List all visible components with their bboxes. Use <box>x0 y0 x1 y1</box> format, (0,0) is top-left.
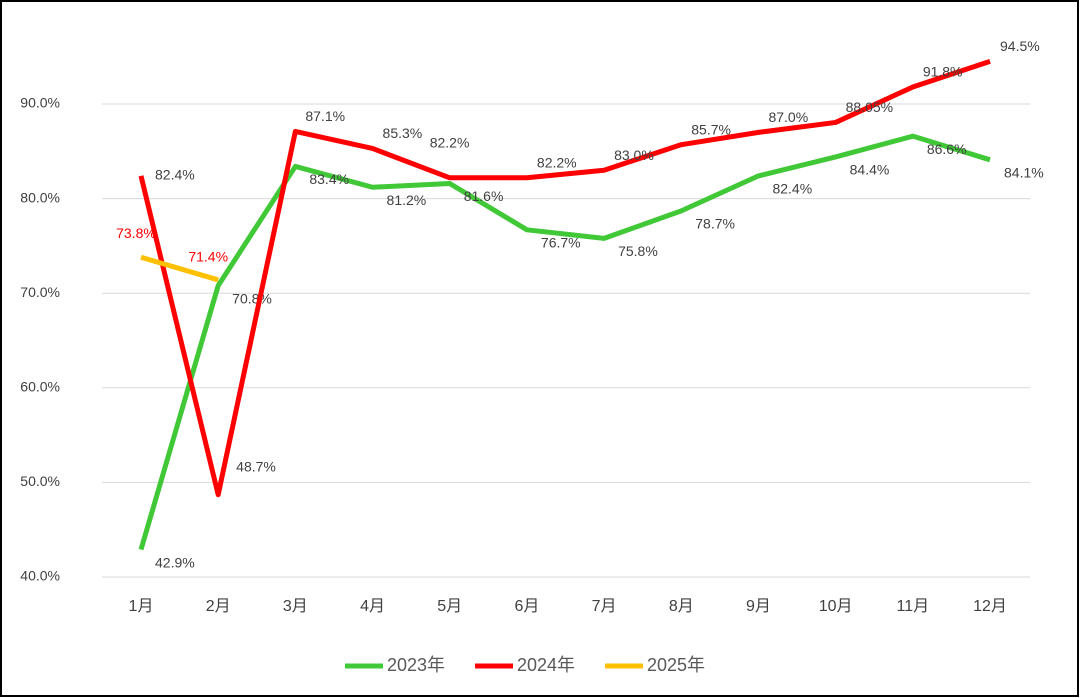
x-tick-label: 1月 <box>129 598 154 615</box>
x-tick-label: 2月 <box>206 598 231 615</box>
y-tick-label: 90.0% <box>20 95 60 111</box>
data-label: 48.7% <box>236 458 276 474</box>
legend-label: 2025年 <box>647 655 705 675</box>
x-tick-label: 5月 <box>437 598 462 615</box>
data-label: 70.8% <box>232 290 272 306</box>
data-label: 87.0% <box>768 109 808 125</box>
data-label: 81.6% <box>464 188 504 204</box>
series-line <box>138 59 991 498</box>
data-label: 76.7% <box>541 235 581 251</box>
data-label: 82.2% <box>537 154 577 170</box>
x-tick-label: 7月 <box>592 598 617 615</box>
data-label: 94.5% <box>1000 38 1040 54</box>
x-tick-label: 12月 <box>973 598 1007 615</box>
data-label: 82.4% <box>155 167 195 183</box>
data-label: 75.8% <box>618 243 658 259</box>
data-label: 84.4% <box>850 162 890 178</box>
data-label: 82.4% <box>772 181 812 197</box>
x-tick-label: 11月 <box>897 598 930 615</box>
y-tick-label: 80.0% <box>20 189 60 205</box>
data-label: 87.1% <box>305 108 345 124</box>
data-label: 42.9% <box>155 554 195 570</box>
data-label: 86.6% <box>927 141 967 157</box>
legend-label: 2023年 <box>387 655 445 675</box>
x-tick-label: 10月 <box>819 598 853 615</box>
data-label: 78.7% <box>695 216 735 232</box>
data-label: 83.0% <box>614 147 654 163</box>
data-label: 82.2% <box>430 134 470 150</box>
data-label: 84.1% <box>1004 165 1044 181</box>
y-tick-label: 70.0% <box>20 284 60 300</box>
data-label: 85.7% <box>691 121 731 137</box>
data-label: 73.8% <box>116 225 156 241</box>
x-tick-label: 8月 <box>669 598 694 615</box>
data-label: 71.4% <box>188 249 228 265</box>
y-tick-label: 60.0% <box>20 379 60 395</box>
y-tick-label: 40.0% <box>20 568 60 584</box>
legend-label: 2024年 <box>517 655 575 675</box>
data-label: 83.4% <box>309 171 349 187</box>
x-tick-label: 6月 <box>514 598 539 615</box>
data-label: 85.3% <box>383 125 423 141</box>
data-label: 81.2% <box>387 192 427 208</box>
x-tick-label: 9月 <box>746 598 771 615</box>
series-line <box>140 254 219 283</box>
data-label: 91.8% <box>923 64 963 80</box>
x-tick-label: 3月 <box>283 598 308 615</box>
data-label: 88.05% <box>846 99 893 115</box>
y-tick-label: 50.0% <box>20 473 60 489</box>
x-tick-label: 4月 <box>360 598 385 615</box>
